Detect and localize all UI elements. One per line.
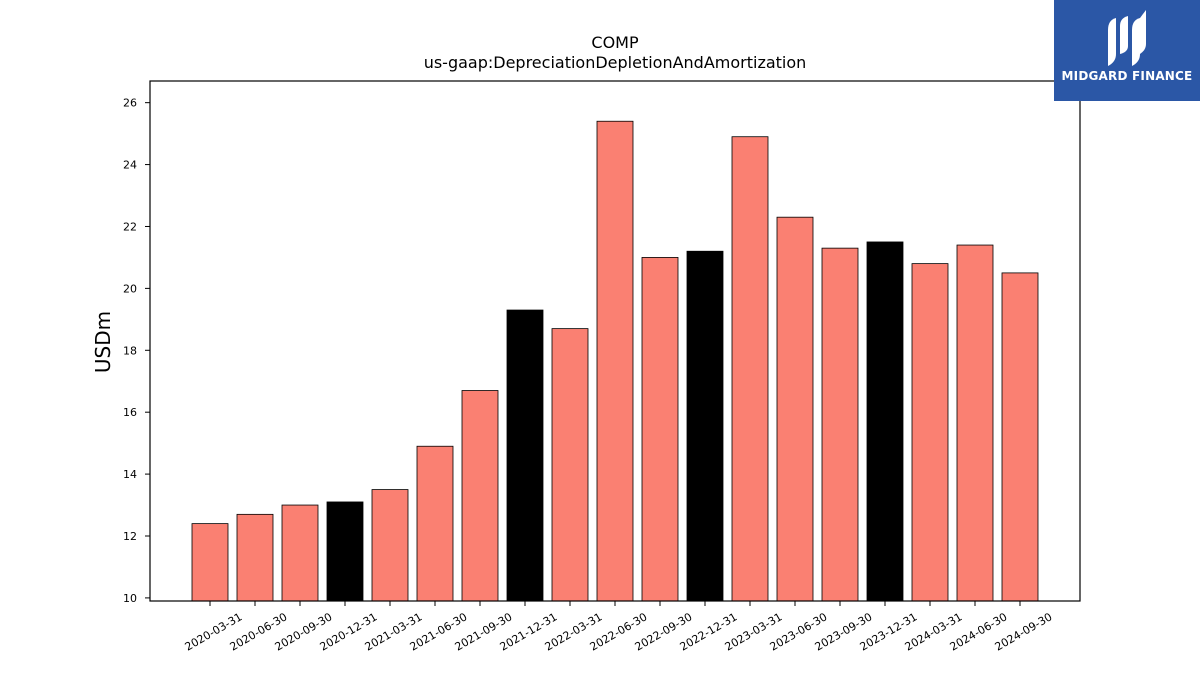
y-tick-label: 26 bbox=[123, 97, 137, 110]
bar-2021-03-31 bbox=[371, 489, 409, 602]
y-tick-label: 14 bbox=[123, 468, 137, 481]
y-tick-label: 20 bbox=[123, 282, 137, 295]
bar-2023-03-31 bbox=[731, 136, 769, 602]
y-axis-label: USDm bbox=[91, 311, 115, 373]
chart-subtitle: us-gaap:DepreciationDepletionAndAmortiza… bbox=[424, 53, 807, 72]
bar-2020-12-31 bbox=[326, 501, 364, 602]
bar-2024-03-31 bbox=[911, 263, 949, 602]
chart-title: COMP bbox=[591, 33, 639, 52]
bar-2020-03-31 bbox=[191, 523, 229, 602]
bar-2022-12-31 bbox=[686, 250, 724, 602]
y-tick-label: 18 bbox=[123, 344, 137, 357]
midgard-finance-logo: MIDGARD FINANCE bbox=[1054, 0, 1200, 101]
bar-2022-06-30 bbox=[596, 120, 634, 602]
y-tick-label: 10 bbox=[123, 592, 137, 605]
bar-2023-06-30 bbox=[776, 216, 814, 602]
bar-2021-12-31 bbox=[506, 309, 544, 602]
logo-text: MIDGARD FINANCE bbox=[1061, 69, 1193, 83]
logo-mark-icon bbox=[1108, 10, 1146, 66]
bar-2022-09-30 bbox=[641, 257, 679, 602]
bar-2022-03-31 bbox=[551, 328, 589, 602]
y-axis: 10 12 14 16 18 20 22 24 26 bbox=[123, 97, 150, 605]
bar-2020-09-30 bbox=[281, 504, 319, 602]
bar-2023-12-31 bbox=[866, 241, 904, 602]
bar-2021-06-30 bbox=[416, 445, 454, 602]
y-tick-label: 22 bbox=[123, 220, 137, 233]
y-tick-label: 16 bbox=[123, 406, 137, 419]
bar-2024-09-30 bbox=[1001, 272, 1039, 602]
plot-frame bbox=[149, 80, 1081, 602]
bar-2020-06-30 bbox=[236, 513, 274, 602]
y-tick-label: 24 bbox=[123, 159, 137, 172]
bar-2024-06-30 bbox=[956, 244, 994, 602]
bars-group bbox=[191, 120, 1039, 602]
y-tick-label: 12 bbox=[123, 530, 137, 543]
bar-2023-09-30 bbox=[821, 247, 859, 602]
bar-2021-09-30 bbox=[461, 390, 499, 602]
x-axis: 2020-03-312020-06-302020-09-302020-12-31… bbox=[183, 601, 1055, 654]
